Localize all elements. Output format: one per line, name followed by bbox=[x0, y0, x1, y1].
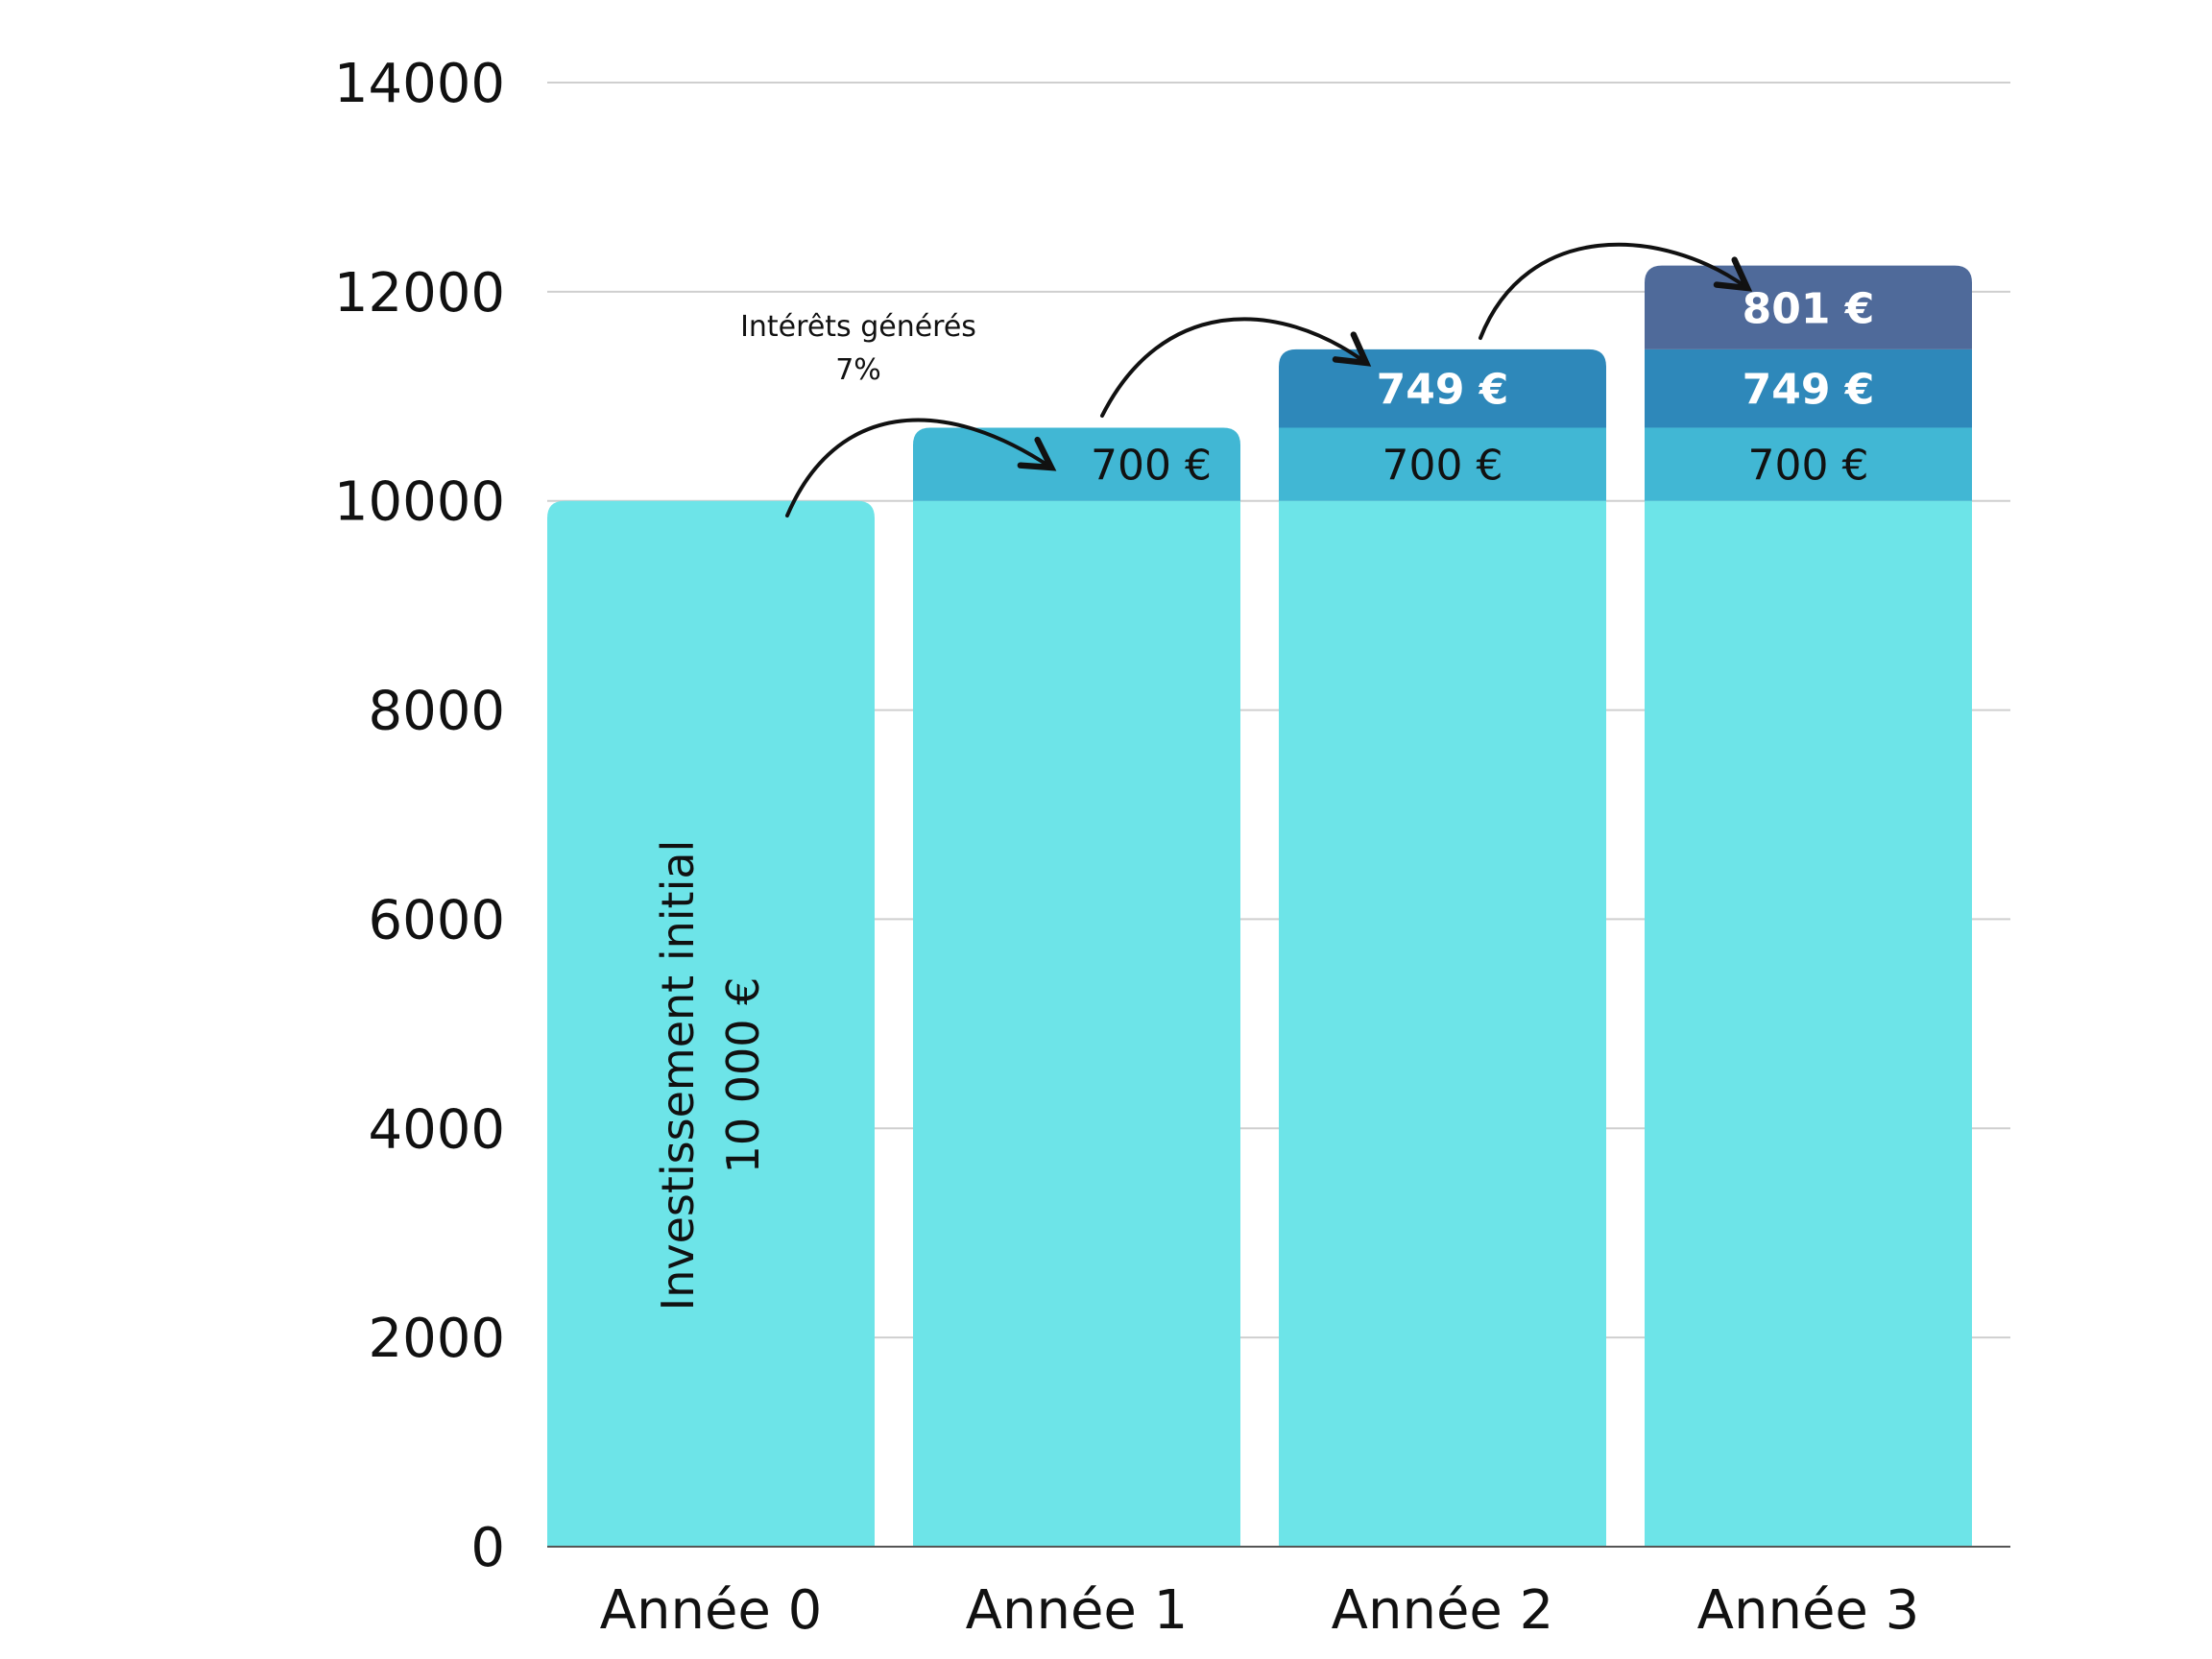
segment-value-label: 700 € bbox=[1091, 442, 1212, 491]
x-tick-label: Année 0 bbox=[600, 1579, 823, 1642]
arrow-year0-to-year1 bbox=[785, 418, 1057, 517]
bar-segment bbox=[1279, 349, 1606, 428]
y-tick-label: 12000 bbox=[334, 262, 505, 325]
bar-segment bbox=[547, 500, 875, 1547]
bars bbox=[547, 265, 1972, 1547]
bar-segment bbox=[913, 427, 1240, 501]
bar-segment bbox=[1279, 500, 1606, 1547]
y-tick-label: 10000 bbox=[334, 471, 505, 534]
y-axis-ticks: 0 2000 4000 6000 8000 10000 12000 14000 bbox=[334, 53, 505, 1579]
growth-arrows bbox=[785, 242, 1753, 517]
initial-label-line2: 10 000 € bbox=[717, 977, 769, 1174]
bar-segment bbox=[1279, 427, 1606, 501]
y-tick-label: 0 bbox=[470, 1517, 505, 1579]
y-tick-label: 14000 bbox=[334, 53, 505, 115]
x-tick-label: Année 3 bbox=[1697, 1579, 1920, 1642]
initial-investment-label: Investissement initial 10 000 € bbox=[652, 840, 769, 1311]
y-tick-label: 6000 bbox=[368, 889, 505, 951]
y-tick-label: 4000 bbox=[368, 1098, 505, 1161]
initial-label-line1: Investissement initial bbox=[652, 840, 704, 1311]
segment-value-label: 700 € bbox=[1748, 442, 1869, 491]
x-tick-label: Année 1 bbox=[966, 1579, 1189, 1642]
bar-segment bbox=[913, 500, 1240, 1547]
segment-value-label: 700 € bbox=[1382, 442, 1503, 491]
segment-value-label: 801 € bbox=[1743, 284, 1875, 333]
x-axis-ticks: Année 0 Année 1 Année 2 Année 3 bbox=[600, 1579, 1920, 1642]
y-tick-label: 2000 bbox=[368, 1308, 505, 1370]
segment-value-label: 749 € bbox=[1743, 366, 1875, 415]
segment-labels: 700 € 700 € 749 € 700 € 749 € 801 € bbox=[1091, 284, 1874, 490]
segment-value-label: 749 € bbox=[1377, 366, 1509, 415]
arrow-year1-to-year2 bbox=[1100, 317, 1372, 418]
bar-segment bbox=[1645, 500, 1972, 1547]
interest-rate: 7% bbox=[835, 353, 881, 387]
x-tick-label: Année 2 bbox=[1332, 1579, 1554, 1642]
arrow-year2-to-year3 bbox=[1479, 242, 1753, 340]
interest-label: Intérêts générés bbox=[740, 310, 976, 344]
bar-segment bbox=[1645, 427, 1972, 501]
y-tick-label: 8000 bbox=[368, 681, 505, 743]
bar-segment bbox=[1645, 349, 1972, 428]
